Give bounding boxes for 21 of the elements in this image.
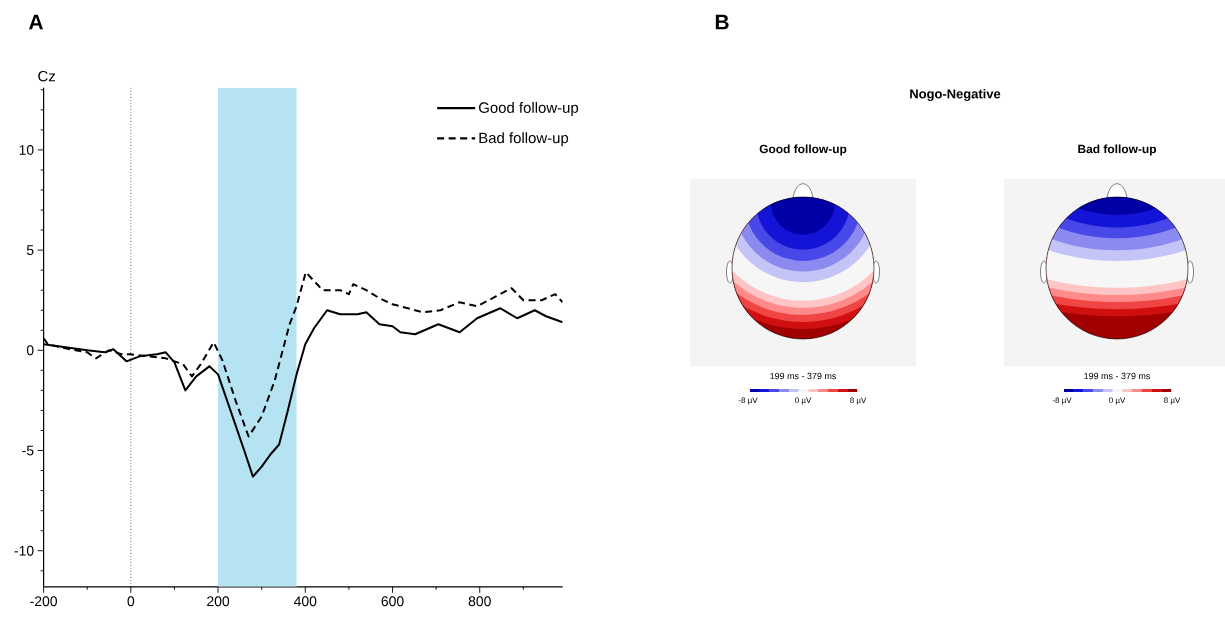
text: Good follow-up [759,144,847,156]
text: B [715,14,729,30]
x-tick-label: -200 [30,596,58,607]
y-axis-title: Cz [38,70,56,82]
text: A [28,14,44,30]
x-tick-label: 200 [207,596,230,607]
x-tick-label: 600 [381,596,404,607]
y-tick-label: 10 [19,144,34,155]
text: 199 ms - 379 ms [770,372,837,380]
y-tick-label: -5 [22,445,34,456]
legend-label: Good follow-up [478,101,579,116]
x-tick-label: 800 [468,596,491,607]
text: Nogo-Negative [910,88,1001,102]
legend-label: Bad follow-up [479,132,569,147]
x-tick-label: 400 [293,596,317,607]
x-tick-label: 0 [127,596,135,607]
text: Bad follow-up [1078,144,1157,156]
y-tick-label: 5 [26,245,34,255]
y-tick-label: 0 [26,345,34,356]
y-tick-label: -10 [14,545,34,556]
text: 199 ms - 379 ms [1084,372,1151,380]
